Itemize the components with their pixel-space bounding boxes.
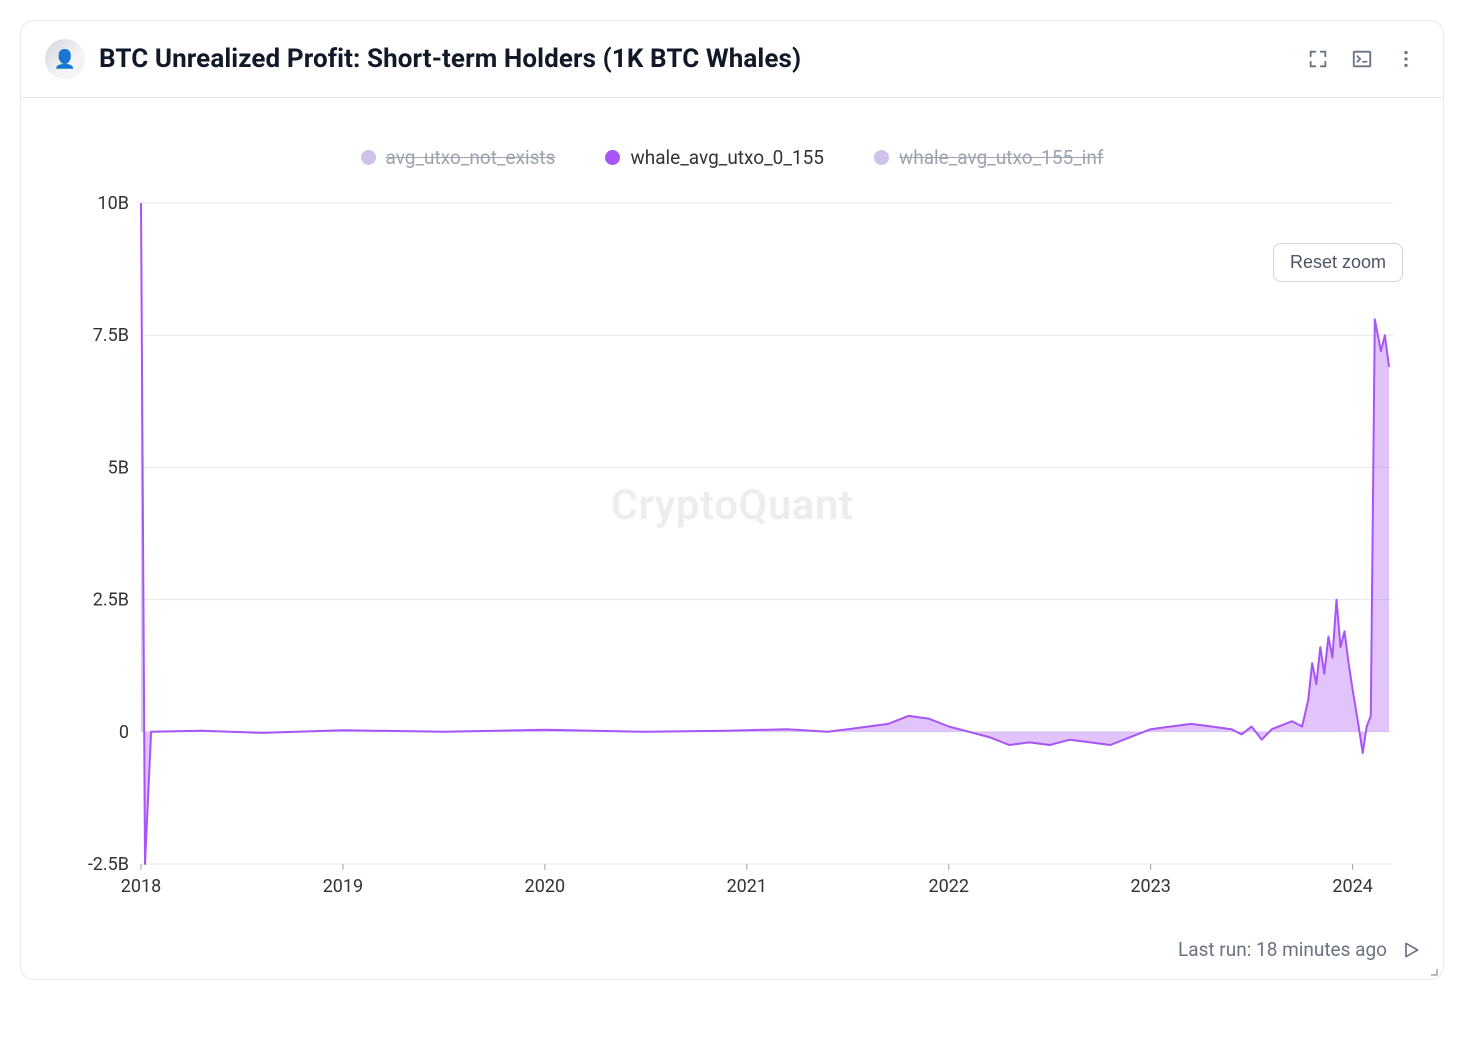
chart-card: 👤 BTC Unrealized Profit: Short-term Hold…	[20, 20, 1444, 980]
line-chart[interactable]: -2.5B 0 2.5B 5B 7.5B 10B 2018 2019 2020 2021 2022 2…	[51, 193, 1413, 914]
last-run-text: Last run: 18 minutes ago	[1178, 938, 1387, 961]
fullscreen-icon[interactable]	[1305, 46, 1331, 72]
svg-text:2019: 2019	[323, 876, 363, 897]
legend-dot-icon	[605, 150, 620, 165]
svg-text:5B: 5B	[108, 457, 129, 478]
svg-text:2018: 2018	[121, 876, 161, 897]
svg-text:2021: 2021	[727, 876, 767, 897]
svg-text:2022: 2022	[929, 876, 969, 897]
plot-area: CryptoQuant Reset zoom -2.5B02.5B5B7.5B1…	[51, 193, 1413, 914]
legend-label: whale_avg_utxo_0_155	[630, 146, 824, 169]
card-header: 👤 BTC Unrealized Profit: Short-term Hold…	[21, 21, 1443, 98]
svg-text:2020: 2020	[525, 876, 565, 897]
chart-legend: avg_utxo_not_exists whale_avg_utxo_0_155 w…	[51, 138, 1413, 193]
terminal-icon[interactable]	[1349, 46, 1375, 72]
svg-text:-2.5B: -2.5B	[88, 854, 129, 875]
legend-dot-icon	[361, 150, 376, 165]
legend-item-whale_avg_utxo_0_155[interactable]: whale_avg_utxo_0_155	[605, 146, 824, 169]
legend-dot-icon	[874, 150, 889, 165]
more-icon[interactable]	[1393, 46, 1419, 72]
legend-label: avg_utxo_not_exists	[386, 146, 556, 169]
svg-text:2024: 2024	[1332, 876, 1372, 897]
avatar-glyph: 👤	[54, 49, 76, 70]
svg-text:2.5B: 2.5B	[93, 590, 129, 611]
author-avatar[interactable]: 👤	[45, 39, 85, 79]
resize-handle-icon[interactable]	[1423, 961, 1439, 977]
legend-label: whale_avg_utxo_155_inf	[899, 146, 1104, 169]
svg-text:2023: 2023	[1130, 876, 1170, 897]
card-title: BTC Unrealized Profit: Short-term Holder…	[99, 44, 1305, 74]
card-body: avg_utxo_not_exists whale_avg_utxo_0_155 w…	[21, 98, 1443, 924]
svg-text:0: 0	[119, 722, 129, 743]
header-actions	[1305, 46, 1419, 72]
reset-zoom-button[interactable]: Reset zoom	[1273, 243, 1403, 282]
svg-text:10B: 10B	[98, 193, 129, 214]
legend-item-whale_avg_utxo_155_inf[interactable]: whale_avg_utxo_155_inf	[874, 146, 1104, 169]
run-icon[interactable]	[1401, 940, 1421, 960]
svg-text:7.5B: 7.5B	[93, 325, 129, 346]
legend-item-avg_utxo_not_exists[interactable]: avg_utxo_not_exists	[361, 146, 556, 169]
card-footer: Last run: 18 minutes ago	[21, 924, 1443, 979]
